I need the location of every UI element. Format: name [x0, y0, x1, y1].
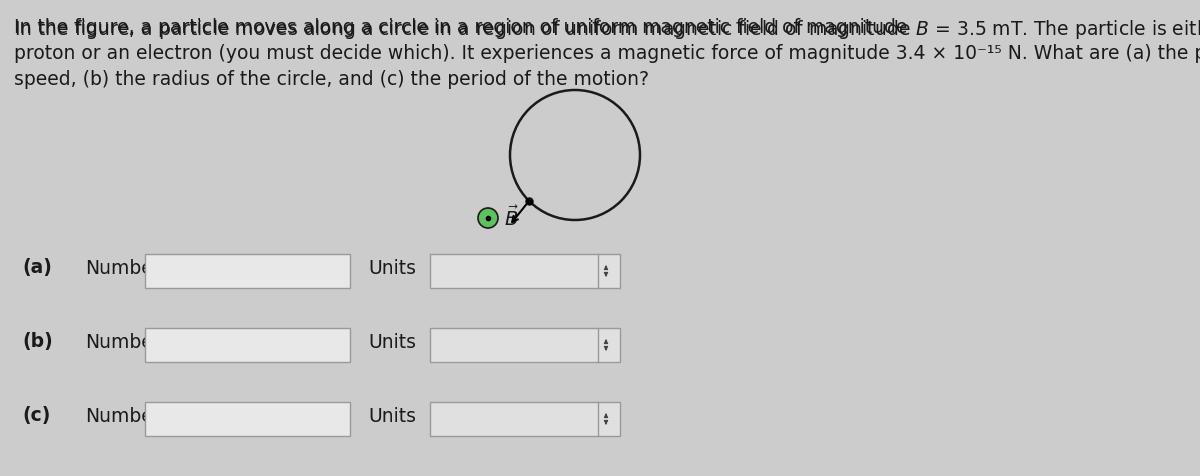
- Text: Number: Number: [85, 333, 161, 351]
- FancyBboxPatch shape: [430, 254, 620, 288]
- Text: Units: Units: [368, 407, 416, 426]
- Text: $\vec{B}$: $\vec{B}$: [504, 206, 520, 230]
- FancyBboxPatch shape: [430, 328, 620, 362]
- Text: speed, (b) the radius of the circle, and (c) the period of the motion?: speed, (b) the radius of the circle, and…: [14, 70, 649, 89]
- Text: proton or an electron (you must decide which). It experiences a magnetic force o: proton or an electron (you must decide w…: [14, 44, 1200, 63]
- FancyBboxPatch shape: [145, 254, 350, 288]
- Text: In the figure, a particle moves along a circle in a region of uniform magnetic f: In the figure, a particle moves along a …: [14, 18, 913, 37]
- Text: (c): (c): [22, 407, 50, 426]
- FancyBboxPatch shape: [145, 402, 350, 436]
- Circle shape: [478, 208, 498, 228]
- Text: (b): (b): [22, 333, 53, 351]
- FancyBboxPatch shape: [430, 402, 620, 436]
- Text: In the figure, a particle moves along a circle in a region of uniform magnetic f: In the figure, a particle moves along a …: [14, 18, 1200, 41]
- Text: Units: Units: [368, 258, 416, 278]
- Text: Number: Number: [85, 258, 161, 278]
- Text: (a): (a): [22, 258, 52, 278]
- Text: Number: Number: [85, 407, 161, 426]
- FancyBboxPatch shape: [145, 328, 350, 362]
- Text: Units: Units: [368, 333, 416, 351]
